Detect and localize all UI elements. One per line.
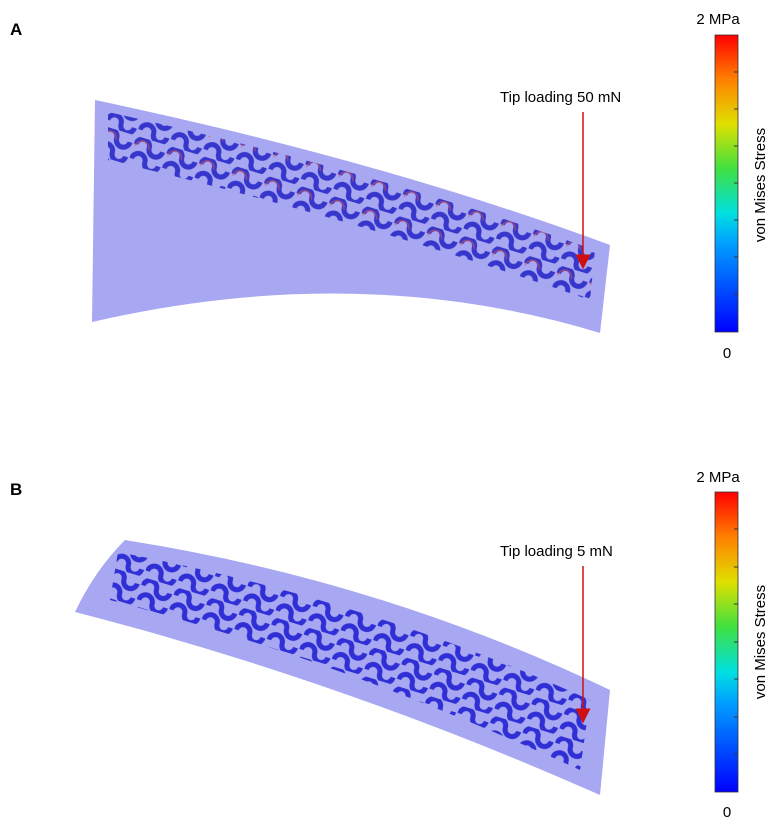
colorbar-max: 2 MPa: [696, 11, 740, 28]
colorbar-min: 0: [723, 804, 731, 821]
panel-label: B: [10, 480, 22, 499]
colorbar-title: von Mises Stress: [752, 585, 769, 699]
load-annotation: Tip loading 50 mN: [500, 89, 621, 106]
load-annotation: Tip loading 5 mN: [500, 543, 613, 560]
colorbar-ticks: [734, 528, 738, 755]
serpentine-pattern: [110, 552, 590, 770]
colorbar-max: 2 MPa: [696, 469, 740, 486]
colorbar-title: von Mises Stress: [752, 128, 769, 242]
panel-a: A Tip loading 50 mN 2 MPa 0 von Mises St…: [10, 11, 769, 362]
panel-label: A: [10, 20, 22, 39]
colorbar-ticks: [734, 71, 738, 295]
colorbar-min: 0: [723, 345, 731, 362]
serpentine-pattern: [108, 112, 595, 300]
panel-b: B Tip loading 5 mN 2 MPa 0 von Mises Str…: [10, 469, 769, 821]
